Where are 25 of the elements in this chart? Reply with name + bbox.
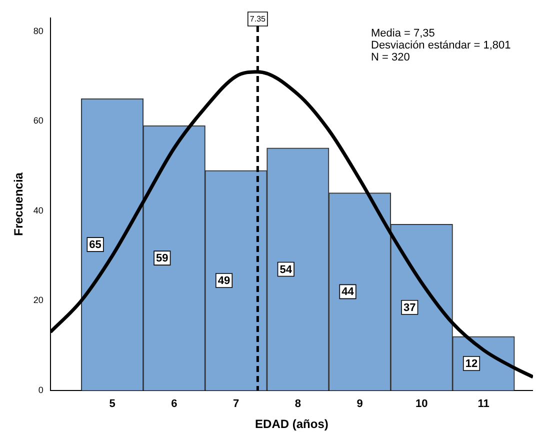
y-axis-title: Frecuencia bbox=[12, 172, 26, 236]
data-label: 12 bbox=[465, 358, 478, 370]
x-tick-label: 6 bbox=[171, 398, 178, 410]
x-tick-label: 8 bbox=[294, 398, 301, 410]
x-tick-label: 11 bbox=[478, 398, 490, 410]
x-tick-label: 5 bbox=[109, 398, 116, 410]
data-label: 54 bbox=[280, 264, 293, 276]
data-label: 49 bbox=[218, 275, 230, 288]
x-axis-title: EDAD (años) bbox=[255, 417, 328, 432]
data-label: 59 bbox=[156, 252, 168, 265]
annotation: Desviación estándar = 1,801 bbox=[371, 40, 511, 52]
x-tick-label: 9 bbox=[356, 398, 363, 410]
annotation: Media = 7,35 bbox=[371, 28, 435, 40]
y-tick-label: 0 bbox=[38, 384, 44, 395]
annotation: N = 320 bbox=[371, 52, 410, 64]
data-label: 65 bbox=[89, 239, 102, 252]
x-tick-label: 10 bbox=[416, 398, 428, 410]
y-tick-label: 40 bbox=[33, 205, 44, 216]
data-label: 44 bbox=[342, 286, 355, 298]
x-tick-label: 7 bbox=[232, 398, 240, 410]
y-tick-label: 20 bbox=[33, 295, 44, 306]
y-tick-label: 60 bbox=[33, 116, 44, 126]
y-tick-label: 80 bbox=[33, 26, 44, 36]
data-label: 37 bbox=[404, 302, 416, 314]
ref-line-label: 7.35 bbox=[250, 14, 266, 24]
